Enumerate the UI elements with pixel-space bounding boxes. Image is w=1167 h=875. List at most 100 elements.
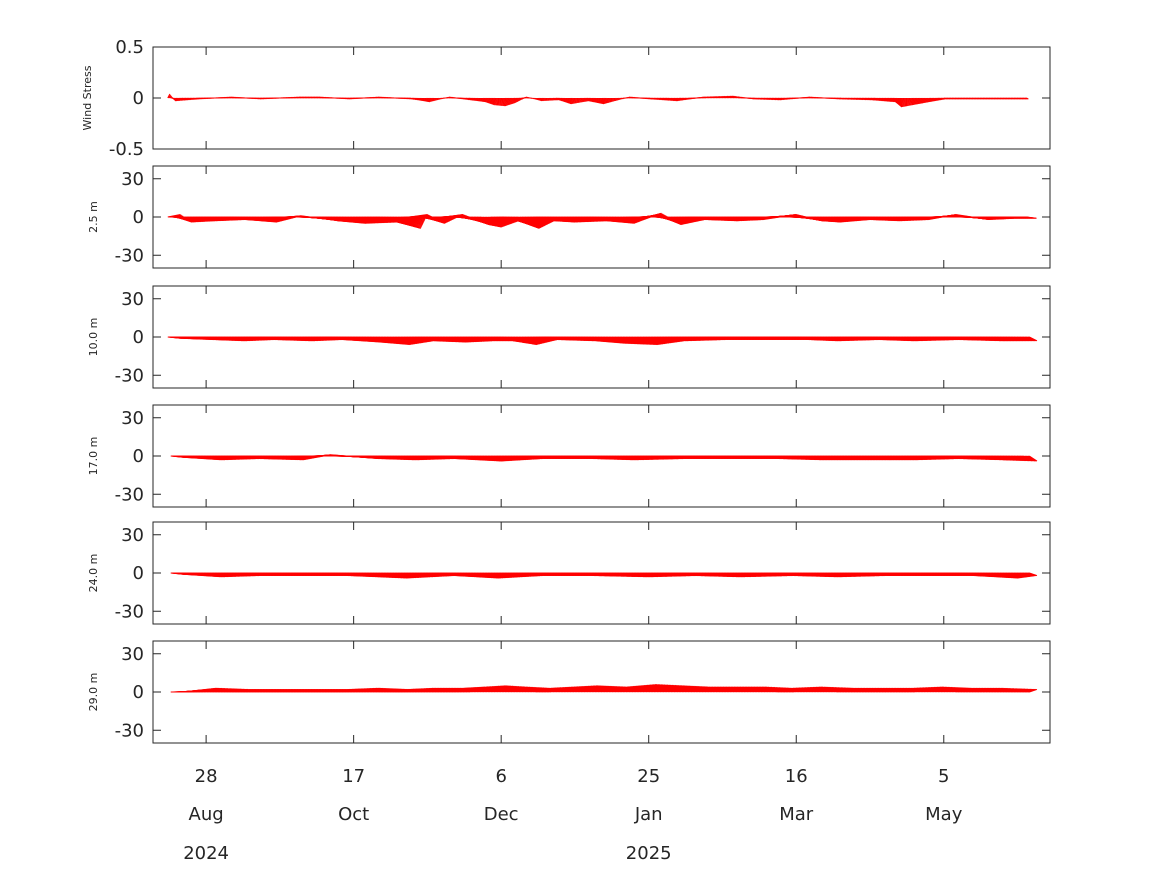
stick-vector bbox=[431, 97, 434, 102]
stick-vector bbox=[883, 97, 887, 102]
stick-vector bbox=[875, 97, 879, 101]
panel-label: 17.0 m bbox=[87, 437, 100, 476]
stick-vector bbox=[890, 97, 894, 103]
stick-vector bbox=[927, 97, 930, 103]
stick-vector bbox=[175, 97, 179, 102]
stick-vector bbox=[561, 97, 564, 102]
stick-vector bbox=[620, 97, 623, 100]
stick-vector bbox=[506, 97, 509, 106]
stick-vector bbox=[606, 97, 608, 104]
stick-vector bbox=[729, 95, 733, 99]
stick-vector bbox=[892, 97, 896, 103]
y-tick-label: 0 bbox=[133, 446, 144, 467]
stick-vector bbox=[590, 97, 593, 102]
stick-vector bbox=[484, 97, 487, 103]
stick-vector bbox=[910, 97, 913, 106]
stick-vector bbox=[517, 97, 521, 101]
stick-vector bbox=[540, 97, 543, 102]
stick-vector bbox=[927, 97, 931, 103]
stick-vector bbox=[167, 93, 171, 99]
stick-vector bbox=[538, 97, 541, 101]
stick-vector bbox=[176, 97, 180, 102]
stick-vector bbox=[509, 97, 513, 105]
stick-vector bbox=[880, 97, 884, 102]
stick-vector bbox=[578, 97, 581, 103]
stick-vector bbox=[676, 97, 680, 102]
stick-vector bbox=[666, 97, 669, 101]
stick-vector bbox=[912, 97, 915, 105]
stick-vector bbox=[511, 97, 515, 104]
stick-vector bbox=[897, 97, 900, 105]
stick-vector bbox=[593, 97, 596, 103]
stick-vector bbox=[868, 97, 871, 101]
stick-vector bbox=[552, 97, 555, 101]
stick-vector bbox=[885, 97, 889, 102]
stick-vector bbox=[430, 97, 433, 102]
stick-vector bbox=[662, 97, 666, 101]
stick-vector bbox=[681, 97, 685, 101]
stick-vector bbox=[485, 97, 488, 103]
stick-vector bbox=[177, 97, 181, 101]
stick-vector bbox=[680, 97, 683, 101]
stick-vector bbox=[580, 97, 583, 103]
stick-vector bbox=[876, 97, 880, 101]
stick-vector bbox=[491, 97, 494, 105]
stick-vector bbox=[569, 97, 572, 104]
stick-vector bbox=[185, 97, 188, 101]
stick-vector bbox=[933, 97, 936, 102]
stick-vector bbox=[918, 97, 922, 104]
stick-vector bbox=[496, 97, 498, 106]
stick-vector bbox=[482, 97, 484, 102]
stick-vector bbox=[665, 97, 669, 101]
stick-vector bbox=[882, 97, 886, 102]
stick-vector bbox=[169, 96, 173, 99]
stick-vector bbox=[678, 97, 682, 101]
stick-vector bbox=[584, 97, 588, 102]
stick-vector bbox=[490, 97, 493, 104]
stick-vector bbox=[666, 97, 670, 101]
panel-label: 24.0 m bbox=[87, 554, 100, 593]
stick-vector bbox=[913, 97, 916, 105]
stick-vector bbox=[874, 97, 878, 101]
stick-vector bbox=[579, 97, 582, 103]
y-tick-label: -30 bbox=[115, 484, 144, 505]
stick-vector bbox=[914, 97, 917, 105]
stick-vector bbox=[779, 97, 783, 101]
stick-vector bbox=[505, 97, 509, 106]
stick-vector bbox=[932, 97, 935, 102]
stick-vector bbox=[778, 97, 781, 101]
stick-vector bbox=[922, 97, 925, 104]
stick-vector bbox=[581, 97, 584, 103]
stick-vector bbox=[543, 97, 546, 102]
stick-vector bbox=[484, 97, 487, 103]
stick-vector bbox=[504, 97, 507, 106]
stick-vector bbox=[619, 97, 622, 100]
stick-vector bbox=[510, 97, 514, 105]
stick-vector bbox=[486, 97, 489, 103]
stick-vector bbox=[607, 97, 609, 104]
stick-vector bbox=[553, 97, 557, 101]
stick-vector bbox=[505, 97, 508, 106]
stick-vector bbox=[513, 97, 517, 103]
stick-vector bbox=[493, 97, 496, 106]
stick-vector bbox=[440, 97, 442, 100]
panel-label: Wind Stress bbox=[81, 65, 94, 130]
stick-vector bbox=[601, 97, 603, 104]
stick-vector bbox=[903, 97, 906, 107]
stick-vector bbox=[908, 97, 911, 106]
stick-vector bbox=[884, 97, 888, 102]
stick-vector bbox=[415, 97, 418, 101]
stick-vector bbox=[415, 97, 418, 101]
stick-vector bbox=[600, 97, 602, 104]
stick-vector bbox=[477, 97, 479, 102]
stick-vector bbox=[618, 97, 620, 101]
stick-vector bbox=[868, 97, 872, 101]
stick-vector bbox=[871, 97, 875, 101]
stick-vector bbox=[489, 97, 492, 104]
stick-vector bbox=[502, 97, 504, 107]
stick-vector bbox=[182, 97, 185, 101]
stick-vector bbox=[487, 97, 490, 103]
stick-vector bbox=[514, 97, 517, 103]
stick-vector bbox=[934, 97, 938, 101]
stick-vector bbox=[902, 97, 905, 107]
